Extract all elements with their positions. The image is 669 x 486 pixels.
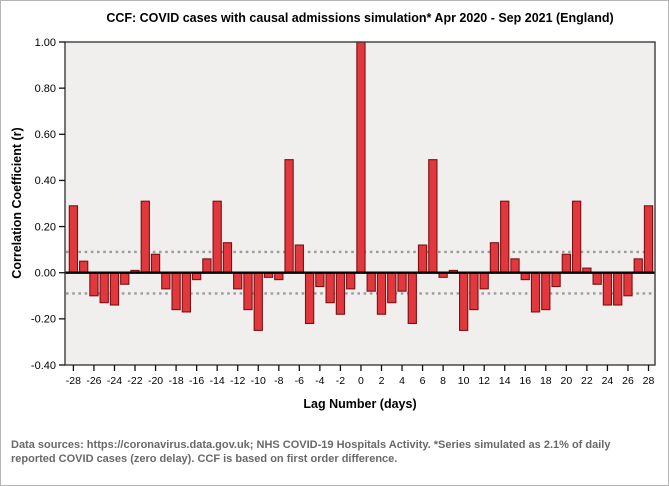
footnote-line-2: reported COVID cases (zero delay). CCF i… xyxy=(11,453,398,465)
bar-lag--12 xyxy=(233,272,243,290)
x-tick-label: -10 xyxy=(251,375,266,387)
bar-lag--14 xyxy=(212,200,222,274)
bar-lag--15 xyxy=(202,258,212,274)
bar-lag-19 xyxy=(551,272,561,288)
bar-lag--4 xyxy=(315,272,325,288)
y-tick-label: 1.00 xyxy=(35,37,56,49)
x-tick-label: -18 xyxy=(169,375,184,387)
x-tick-label: 14 xyxy=(499,375,511,387)
bar-lag-27 xyxy=(633,258,643,274)
x-tick-label: -16 xyxy=(189,375,204,387)
bar-lag-18 xyxy=(541,272,551,311)
bar-lag-10 xyxy=(458,272,469,331)
bar-lag-13 xyxy=(489,242,500,274)
bar-lag--19 xyxy=(161,272,171,290)
bar-lag-20 xyxy=(561,253,571,274)
bar-lag-26 xyxy=(623,272,633,297)
bar-lag-5 xyxy=(407,272,417,325)
x-tick-label: -28 xyxy=(66,375,81,387)
y-tick-label: -0.40 xyxy=(31,360,56,372)
bar-lag--18 xyxy=(171,272,181,311)
bar-lag--17 xyxy=(181,272,192,313)
bar-lag-17 xyxy=(530,272,541,313)
x-tick-label: -24 xyxy=(107,375,122,387)
bar-lag--5 xyxy=(304,272,315,325)
x-tick-label: 2 xyxy=(379,375,385,387)
x-tick-label: 22 xyxy=(581,375,593,387)
bar-lag-15 xyxy=(510,258,520,274)
chart-title: CCF: COVID cases with causal admissions … xyxy=(106,11,614,25)
x-tick-label: 24 xyxy=(602,375,614,387)
plot-frame xyxy=(64,41,656,366)
bar-lag-6 xyxy=(417,244,428,274)
bar-lag-28 xyxy=(643,205,654,274)
y-tick-label: 0.20 xyxy=(35,221,56,233)
bar-lag-2 xyxy=(376,272,387,315)
x-axis-title: Lag Number (days) xyxy=(303,397,417,411)
data-sources-footnote: Data sources: https://coronavirus.data.g… xyxy=(11,438,663,466)
footnote-line-1: Data sources: https://coronavirus.data.g… xyxy=(11,439,611,451)
x-tick-label: -14 xyxy=(210,375,225,387)
x-tick-label: 0 xyxy=(358,375,364,387)
bar-lag--25 xyxy=(99,272,109,304)
x-tick-label: 4 xyxy=(399,375,405,387)
x-tick-label: 12 xyxy=(478,375,490,387)
x-tick-label: -6 xyxy=(295,375,304,387)
bar-lag--11 xyxy=(243,272,253,311)
bar-lag--21 xyxy=(140,200,150,274)
bar-lag--27 xyxy=(79,260,89,274)
x-tick-label: 28 xyxy=(643,375,655,387)
bar-lag-12 xyxy=(479,272,489,290)
x-tick-label: 10 xyxy=(458,375,470,387)
x-tick-label: 26 xyxy=(622,375,634,387)
bar-lag-23 xyxy=(592,272,602,285)
bar-lag--28 xyxy=(68,205,79,274)
bar-lag-3 xyxy=(387,272,397,304)
bar-lag-7 xyxy=(428,159,438,274)
x-tick-label: -22 xyxy=(127,375,142,387)
bar-lag-1 xyxy=(366,272,376,292)
bar-lag-25 xyxy=(613,272,623,306)
ccf-bar-chart: 1.000.800.600.400.200.00-0.20-0.40-28 -26… xyxy=(31,37,656,387)
bar-lag-4 xyxy=(397,272,407,292)
bar-lag--1 xyxy=(346,272,356,290)
bar-lag--24 xyxy=(109,272,120,306)
y-tick-label: 0.00 xyxy=(35,268,56,280)
bar-lag--3 xyxy=(325,272,335,304)
bar-lag--20 xyxy=(150,253,161,274)
x-tick-label: 18 xyxy=(540,375,552,387)
y-tick-label: 0.40 xyxy=(35,175,56,187)
bar-lag-14 xyxy=(500,200,510,274)
bar-lag-11 xyxy=(469,272,479,311)
y-tick-label: 0.60 xyxy=(35,129,56,141)
x-tick-label: -26 xyxy=(86,375,101,387)
x-tick-label: -8 xyxy=(274,375,283,387)
bar-lag--13 xyxy=(222,242,233,274)
bar-lag--26 xyxy=(89,272,99,297)
y-tick-label: 0.80 xyxy=(35,83,56,95)
bar-lag--6 xyxy=(294,244,304,274)
y-tick-label: -0.20 xyxy=(31,314,56,326)
x-tick-label: -12 xyxy=(230,375,245,387)
x-tick-label: 16 xyxy=(519,375,531,387)
x-tick-label: 6 xyxy=(420,375,426,387)
x-tick-label: -20 xyxy=(148,375,163,387)
bar-lag--10 xyxy=(253,272,263,331)
bar-lag--2 xyxy=(335,272,346,315)
x-tick-label: -2 xyxy=(336,375,345,387)
bar-lag-24 xyxy=(602,272,613,306)
bar-lag--7 xyxy=(284,159,294,274)
bar-lag-0 xyxy=(356,41,366,274)
x-tick-label: -4 xyxy=(315,375,324,387)
bar-lag--23 xyxy=(120,272,130,285)
x-tick-label: 20 xyxy=(560,375,572,387)
x-tick-label: 8 xyxy=(440,375,446,387)
bar-lag-21 xyxy=(571,200,582,274)
